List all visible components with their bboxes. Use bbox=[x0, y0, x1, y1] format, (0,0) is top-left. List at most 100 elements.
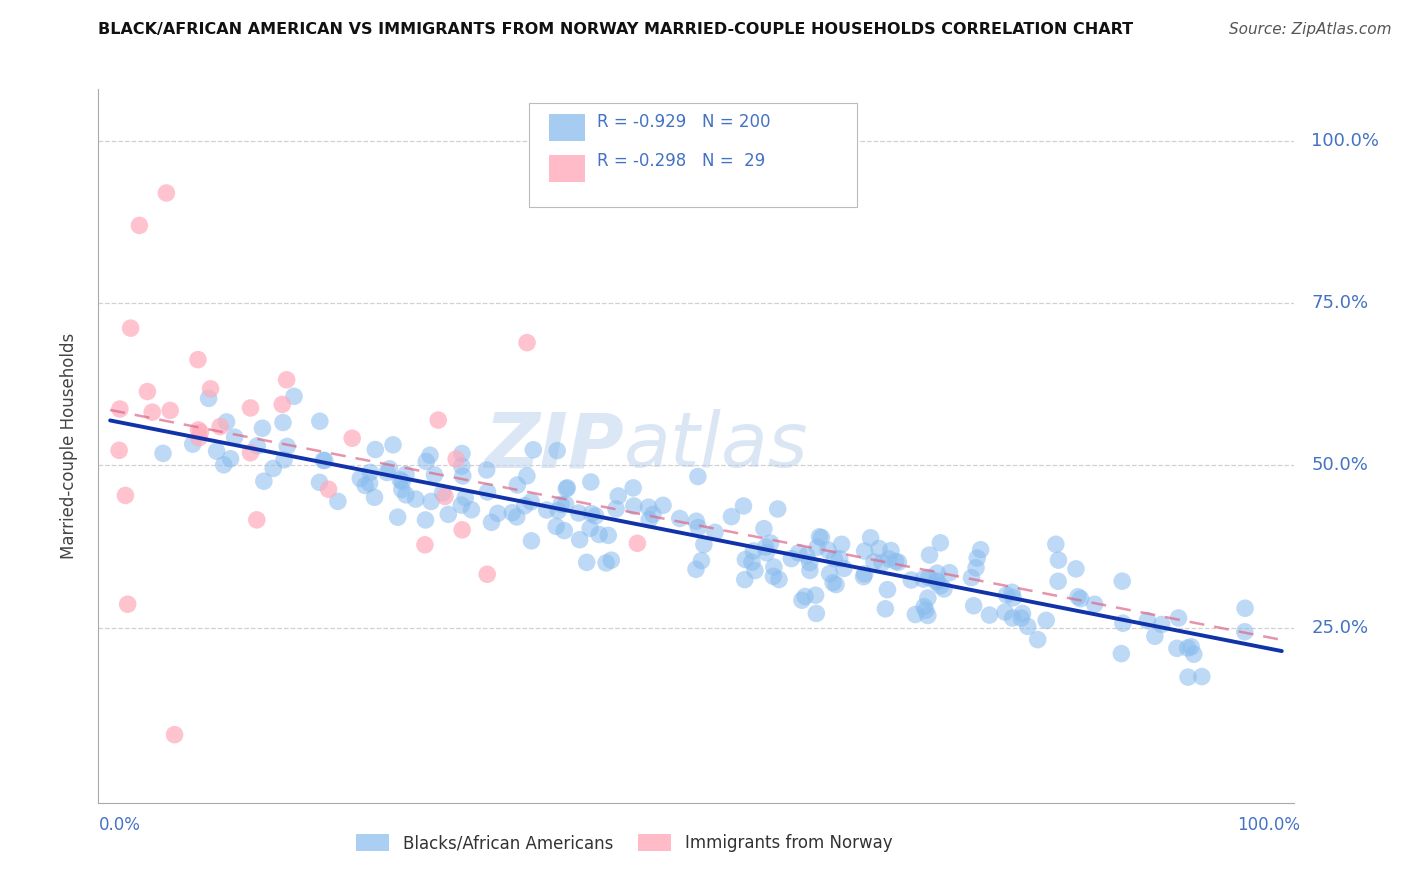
Point bbox=[423, 467, 446, 482]
Point bbox=[568, 506, 591, 520]
Point bbox=[555, 481, 578, 495]
Point bbox=[434, 490, 457, 504]
Point bbox=[859, 531, 882, 545]
Point bbox=[621, 481, 644, 495]
Text: BLACK/AFRICAN AMERICAN VS IMMIGRANTS FROM NORWAY MARRIED-COUPLE HOUSEHOLDS CORRE: BLACK/AFRICAN AMERICAN VS IMMIGRANTS FRO… bbox=[98, 22, 1133, 37]
Point bbox=[818, 566, 841, 581]
Point bbox=[252, 421, 274, 435]
Point bbox=[308, 475, 330, 490]
Point bbox=[1233, 624, 1256, 639]
Point bbox=[720, 509, 742, 524]
Point bbox=[806, 607, 828, 621]
Point bbox=[741, 555, 763, 569]
Point bbox=[766, 502, 789, 516]
Point bbox=[568, 533, 591, 547]
Point bbox=[1191, 670, 1213, 684]
Point bbox=[108, 402, 131, 417]
Point bbox=[450, 498, 472, 512]
Point bbox=[239, 401, 262, 415]
FancyBboxPatch shape bbox=[548, 154, 585, 182]
Point bbox=[585, 508, 607, 523]
Point bbox=[823, 575, 845, 590]
Point bbox=[1136, 614, 1159, 628]
Point bbox=[481, 516, 503, 530]
FancyBboxPatch shape bbox=[548, 114, 585, 141]
Point bbox=[823, 551, 845, 566]
Point bbox=[904, 607, 927, 622]
Point bbox=[1143, 629, 1166, 643]
Point bbox=[686, 469, 709, 483]
Point bbox=[181, 437, 204, 451]
Point bbox=[995, 588, 1018, 602]
Point bbox=[1180, 640, 1202, 654]
Point bbox=[516, 335, 538, 350]
Point bbox=[607, 489, 630, 503]
Text: 100.0%: 100.0% bbox=[1237, 816, 1301, 834]
Point bbox=[831, 537, 853, 551]
Point bbox=[1035, 613, 1057, 627]
Point bbox=[870, 556, 893, 570]
Point bbox=[825, 577, 848, 591]
Point bbox=[762, 569, 785, 583]
Point bbox=[550, 497, 572, 511]
Point bbox=[553, 524, 575, 538]
Point bbox=[853, 566, 876, 581]
Point bbox=[460, 502, 482, 516]
Y-axis label: Married-couple Households: Married-couple Households bbox=[59, 333, 77, 559]
Point bbox=[600, 553, 623, 567]
Point bbox=[575, 555, 598, 569]
Point bbox=[693, 537, 716, 551]
Point bbox=[136, 384, 159, 399]
Point bbox=[389, 473, 412, 487]
Point bbox=[444, 452, 467, 467]
Point bbox=[451, 523, 474, 537]
Point bbox=[159, 403, 181, 417]
Point bbox=[912, 572, 935, 586]
Point bbox=[454, 491, 477, 505]
Point bbox=[1111, 647, 1133, 661]
Point bbox=[875, 602, 897, 616]
Point bbox=[363, 491, 385, 505]
Point bbox=[395, 467, 418, 482]
Point bbox=[917, 608, 939, 623]
Text: R = -0.929   N = 200: R = -0.929 N = 200 bbox=[596, 113, 770, 131]
Point bbox=[1047, 574, 1070, 589]
Point bbox=[276, 373, 298, 387]
Point bbox=[579, 521, 602, 535]
Point bbox=[887, 555, 910, 569]
Point bbox=[929, 536, 952, 550]
Point bbox=[1017, 619, 1039, 633]
Point bbox=[685, 514, 707, 528]
Point bbox=[912, 599, 935, 614]
Point bbox=[1150, 617, 1173, 632]
Point bbox=[326, 494, 349, 508]
Point bbox=[817, 543, 839, 558]
Point bbox=[734, 573, 756, 587]
Point bbox=[450, 459, 472, 474]
Point bbox=[117, 597, 139, 611]
Point bbox=[120, 321, 142, 335]
Point bbox=[546, 443, 568, 458]
Point bbox=[114, 488, 136, 502]
Point bbox=[163, 728, 186, 742]
Point bbox=[799, 563, 821, 577]
Point bbox=[219, 451, 242, 466]
Text: 75.0%: 75.0% bbox=[1312, 294, 1368, 312]
Point bbox=[780, 551, 803, 566]
Point bbox=[415, 513, 437, 527]
Text: 25.0%: 25.0% bbox=[1312, 619, 1368, 637]
Point bbox=[688, 520, 710, 534]
Point bbox=[863, 555, 886, 569]
Point bbox=[359, 476, 381, 491]
Point bbox=[1067, 590, 1090, 604]
Point bbox=[965, 560, 987, 574]
Point bbox=[1070, 591, 1092, 606]
Point bbox=[190, 425, 212, 440]
Point bbox=[876, 582, 898, 597]
Point bbox=[868, 541, 890, 556]
Point bbox=[382, 438, 405, 452]
Point bbox=[224, 430, 246, 444]
Point bbox=[200, 382, 222, 396]
Text: Source: ZipAtlas.com: Source: ZipAtlas.com bbox=[1229, 22, 1392, 37]
Point bbox=[475, 463, 498, 477]
